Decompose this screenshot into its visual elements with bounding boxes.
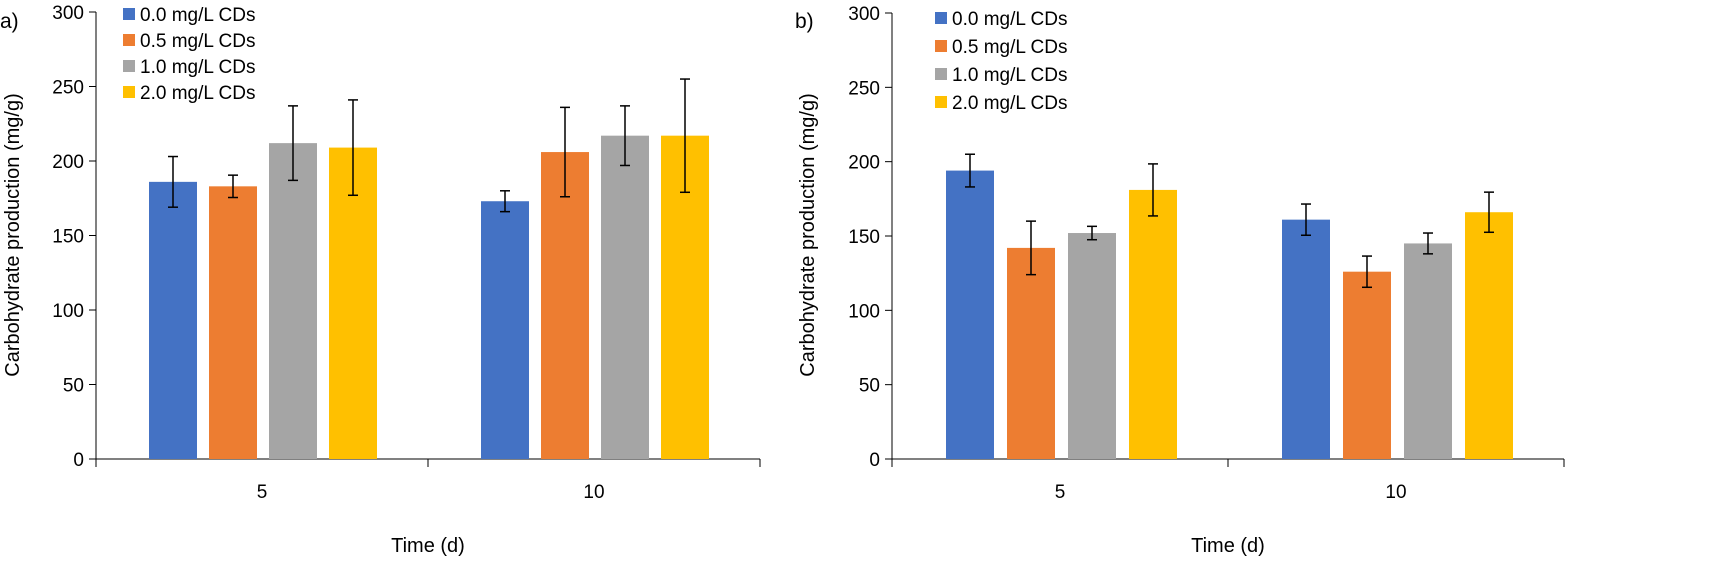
y-tick-label: 0: [869, 450, 880, 471]
y-tick-label: 250: [52, 78, 84, 99]
bar: [1129, 189, 1177, 459]
legend-swatch: [935, 12, 947, 24]
y-tick-label: 200: [52, 152, 84, 173]
y-tick-label: 100: [52, 301, 84, 322]
legend-label: 2.0 mg/L CDs: [952, 93, 1067, 114]
panel-label: a): [0, 10, 19, 33]
y-tick-label: 150: [848, 227, 880, 248]
legend-label: 1.0 mg/L CDs: [140, 57, 255, 78]
legend-label: 0.0 mg/L CDs: [952, 9, 1067, 30]
bar: [601, 135, 649, 460]
bar: [1068, 233, 1116, 459]
y-axis-label: Carbohydrate production (mg/g): [2, 93, 24, 376]
bar: [1282, 219, 1330, 459]
x-tick-label: 5: [257, 482, 268, 503]
chart-panel-b: 0 50 100 150 200 250 300 5 10 Time (d) Carbohydrat…: [795, 4, 1565, 557]
legend-label: 2.0 mg/L CDs: [140, 83, 255, 104]
y-tick-label: 300: [848, 4, 880, 25]
y-tick-label: 100: [848, 301, 880, 322]
x-tick-label: 10: [1385, 482, 1406, 503]
bar: [1343, 271, 1391, 459]
legend-label: 0.5 mg/L CDs: [140, 31, 255, 52]
x-axis-label: Time (d): [391, 535, 465, 557]
legend-swatch: [123, 86, 135, 98]
bar: [946, 170, 994, 459]
y-tick-label: 200: [848, 153, 880, 174]
bar: [1007, 247, 1055, 459]
y-tick-label: 50: [859, 376, 880, 397]
bar: [481, 201, 529, 460]
panel-label: b): [795, 10, 814, 33]
legend-swatch: [935, 96, 947, 108]
legend-label: 0.0 mg/L CDs: [140, 5, 255, 26]
y-tick-label: 150: [52, 227, 84, 248]
x-tick-label: 5: [1055, 482, 1066, 503]
legend-swatch: [123, 8, 135, 20]
x-axis-label: Time (d): [1191, 535, 1265, 557]
legend-swatch: [123, 34, 135, 46]
y-axis-label: Carbohydrate production (mg/g): [797, 93, 819, 376]
legend-label: 1.0 mg/L CDs: [952, 65, 1067, 86]
legend-swatch: [123, 60, 135, 72]
bar: [149, 181, 197, 460]
bar: [269, 143, 317, 459]
legend-swatch: [935, 40, 947, 52]
legend-label: 0.5 mg/L CDs: [952, 37, 1067, 58]
bar: [209, 186, 257, 459]
bar: [541, 152, 589, 459]
y-tick-label: 250: [848, 78, 880, 99]
x-tick-label: 10: [583, 482, 604, 503]
legend-swatch: [935, 68, 947, 80]
y-tick-label: 0: [73, 450, 84, 471]
chart-panel-a: 0 50 100 150 200 250 300 5 10 Time (d) Carbohydrat…: [0, 3, 761, 557]
bar: [1404, 243, 1452, 459]
bar: [329, 147, 377, 459]
y-tick-label: 300: [52, 3, 84, 24]
bar: [1465, 212, 1513, 459]
y-tick-label: 50: [63, 376, 84, 397]
